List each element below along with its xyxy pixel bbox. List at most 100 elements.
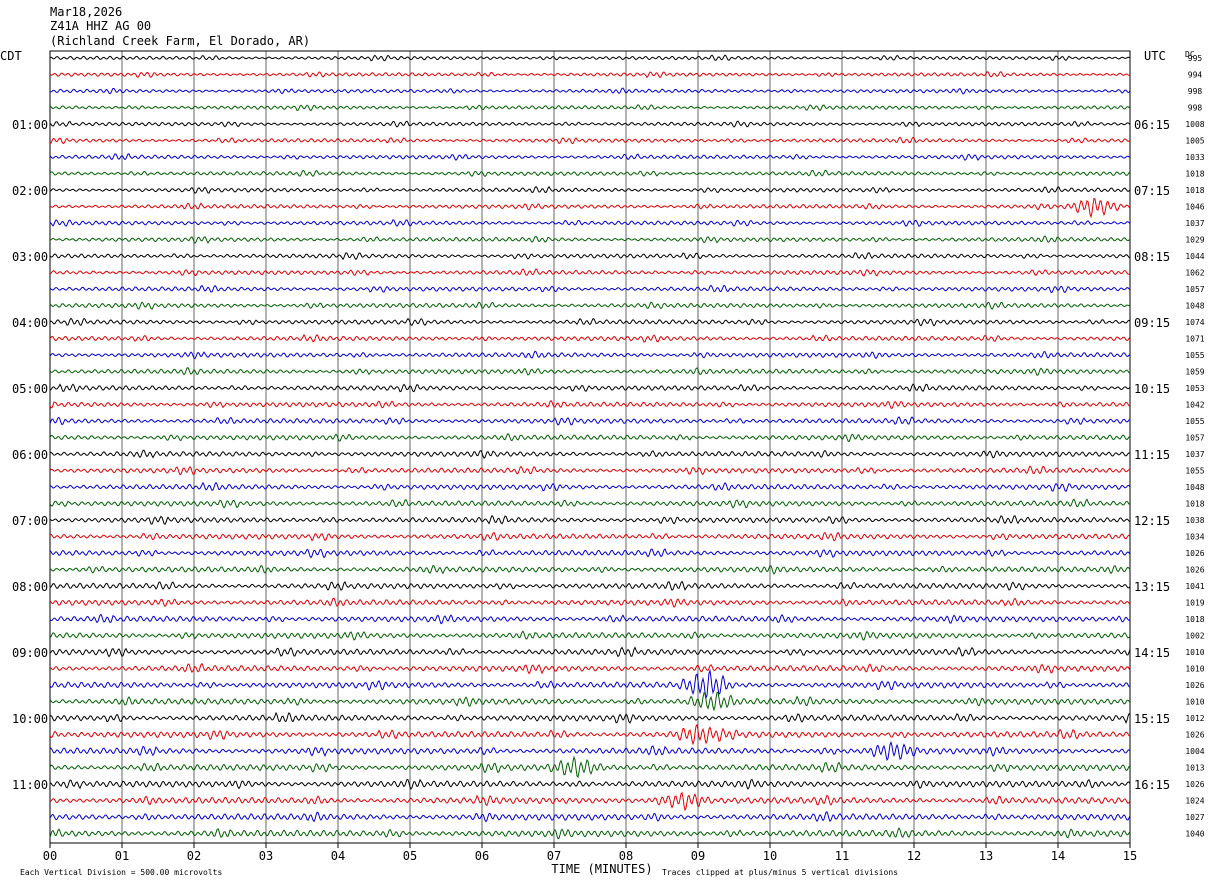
seismic-trace-row [49, 399, 1131, 409]
seismic-trace-row [49, 383, 1131, 393]
seismic-trace-row [49, 235, 1131, 244]
cdt-hour-label: 06:00 [12, 448, 48, 462]
seismic-trace-row [49, 301, 1131, 310]
seismic-trace-row [49, 630, 1131, 641]
dc-offset-label: 1041 [1185, 582, 1204, 591]
x-tick-label: 11 [835, 849, 849, 863]
x-tick-label: 06 [475, 849, 489, 863]
x-tick-label: 02 [187, 849, 201, 863]
dc-offset-label: 995 [1188, 54, 1203, 63]
seismic-trace-row [49, 153, 1131, 162]
dc-offset-label: 1018 [1185, 500, 1204, 509]
dc-offset-label: 1026 [1185, 731, 1204, 740]
station-code: Z41A HHZ AG 00 [50, 19, 152, 33]
x-tick-label: 08 [619, 849, 633, 863]
seismic-trace-row [49, 548, 1131, 559]
dc-offset-label: 1026 [1185, 549, 1204, 558]
dc-offset-label: 1074 [1185, 318, 1204, 327]
utc-hour-label: 12:15 [1134, 514, 1170, 528]
cdt-hour-label: 09:00 [12, 646, 48, 660]
cdt-hour-label: 10:00 [12, 712, 48, 726]
x-axis-title: TIME (MINUTES) [551, 862, 652, 876]
seismic-trace-row [49, 481, 1131, 493]
utc-hour-label: 09:15 [1134, 316, 1170, 330]
dc-offset-label: 1038 [1185, 516, 1204, 525]
x-tick-label: 12 [907, 849, 921, 863]
dc-offset-label: 1026 [1185, 566, 1204, 575]
dc-offset-label: 1040 [1185, 830, 1204, 839]
dc-offset-label: 1002 [1185, 632, 1204, 641]
dc-offset-label: 1027 [1185, 813, 1204, 822]
seismic-trace-row [49, 580, 1131, 591]
seismic-trace-row [49, 465, 1131, 476]
dc-offset-label: 1018 [1185, 615, 1204, 624]
utc-hour-label: 06:15 [1134, 118, 1170, 132]
seismic-trace-row [49, 367, 1131, 376]
record-date: Mar18,2026 [50, 5, 123, 19]
dc-offset-label: 1026 [1185, 681, 1204, 690]
x-tick-label: 13 [979, 849, 993, 863]
clip-note: Traces clipped at plus/minus 5 vertical … [662, 868, 898, 877]
seismic-trace-row [49, 740, 1131, 762]
seismic-trace-row [49, 691, 1131, 712]
dc-offset-label: 1042 [1185, 401, 1204, 410]
utc-hour-label: 10:15 [1134, 382, 1170, 396]
dc-offset-label: 1062 [1185, 269, 1204, 278]
seismic-trace-row [49, 219, 1131, 227]
dc-offset-label: 1005 [1185, 137, 1204, 146]
cdt-hour-label: 11:00 [12, 778, 48, 792]
dc-offset-label: 1055 [1185, 417, 1204, 426]
x-tick-label: 01 [115, 849, 129, 863]
seismic-trace-row [49, 791, 1131, 812]
dc-offset-label: 1046 [1185, 203, 1204, 212]
seismic-trace-row [49, 71, 1131, 79]
seismic-trace-row [49, 668, 1131, 700]
utc-hour-label: 14:15 [1134, 646, 1170, 660]
seismic-trace-row [49, 333, 1131, 343]
x-tick-label: 09 [691, 849, 705, 863]
dc-offset-label: 1004 [1185, 747, 1204, 756]
utc-hour-label: 11:15 [1134, 448, 1170, 462]
x-tick-label: 15 [1123, 849, 1137, 863]
dc-offset-label: 1013 [1185, 764, 1204, 773]
station-location: (Richland Creek Farm, El Dorado, AR) [50, 34, 311, 48]
x-tick-label: 03 [259, 849, 273, 863]
seismic-trace-row [49, 514, 1131, 526]
cdt-hour-label: 04:00 [12, 316, 48, 330]
plot-frame [49, 50, 1131, 844]
dc-offset-label: 1024 [1185, 797, 1204, 806]
dc-offset-label: 1010 [1185, 648, 1204, 657]
cdt-hour-label: 07:00 [12, 514, 48, 528]
dc-column-label: DC [1185, 50, 1195, 59]
x-tick-label: 10 [763, 849, 777, 863]
dc-offset-label: 1053 [1185, 384, 1204, 393]
dc-offset-label: 994 [1188, 71, 1203, 80]
dc-offset-label: 1048 [1185, 483, 1204, 492]
scale-note: Each Vertical Division = 500.00 microvol… [20, 868, 222, 877]
dc-offset-label: 1057 [1185, 434, 1204, 443]
seismic-trace-row [49, 104, 1131, 112]
dc-offset-label: 1034 [1185, 533, 1204, 542]
dc-offset-label: 1018 [1185, 186, 1204, 195]
dc-offset-label: 1019 [1185, 599, 1204, 608]
seismic-trace-row [49, 613, 1131, 625]
cdt-axis-label: CDT [0, 49, 22, 63]
seismic-trace-row [49, 120, 1131, 128]
utc-hour-label: 15:15 [1134, 712, 1170, 726]
seismic-trace-row [49, 350, 1131, 360]
seismic-trace-row [49, 432, 1131, 443]
seismic-trace-row [49, 169, 1131, 178]
dc-offset-label: 1012 [1185, 714, 1204, 723]
dc-offset-label: 1048 [1185, 302, 1204, 311]
seismic-trace-row [49, 449, 1131, 459]
dc-offset-label: 1037 [1185, 219, 1204, 228]
seismic-trace-row [49, 136, 1131, 145]
utc-hour-label: 16:15 [1134, 778, 1170, 792]
seismic-trace-row [49, 416, 1131, 426]
dc-offset-label: 1057 [1185, 285, 1204, 294]
dc-offset-label: 1008 [1185, 120, 1204, 129]
seismic-trace-row [49, 778, 1131, 790]
seismic-trace-row [49, 197, 1131, 219]
dc-offset-label: 1055 [1185, 351, 1204, 360]
